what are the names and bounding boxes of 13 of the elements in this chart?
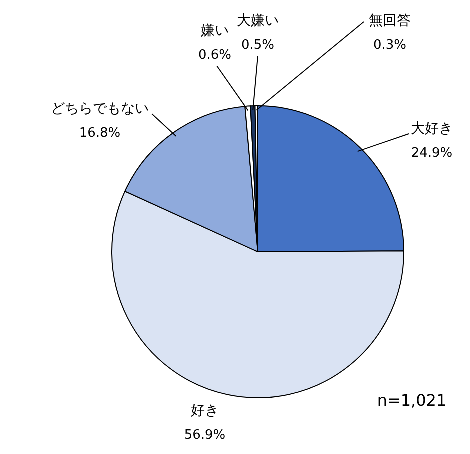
data-label: 0.5% [241,38,275,53]
data-label: 16.8% [79,126,121,141]
data-label: 0.3% [373,38,407,53]
data-label: 56.9% [184,428,226,443]
data-label: 0.6% [198,48,232,63]
slice-label: どちらでもない [51,101,149,117]
slice-label: 大嫌い [237,13,279,29]
slice-label: 好き [191,403,219,419]
text: n=1,021 [377,391,447,410]
slice-label: 無回答 [369,13,411,29]
data-label: 24.9% [411,146,453,161]
slice-label: 嫌い [201,23,229,39]
slice-label: 大好き [411,121,453,137]
